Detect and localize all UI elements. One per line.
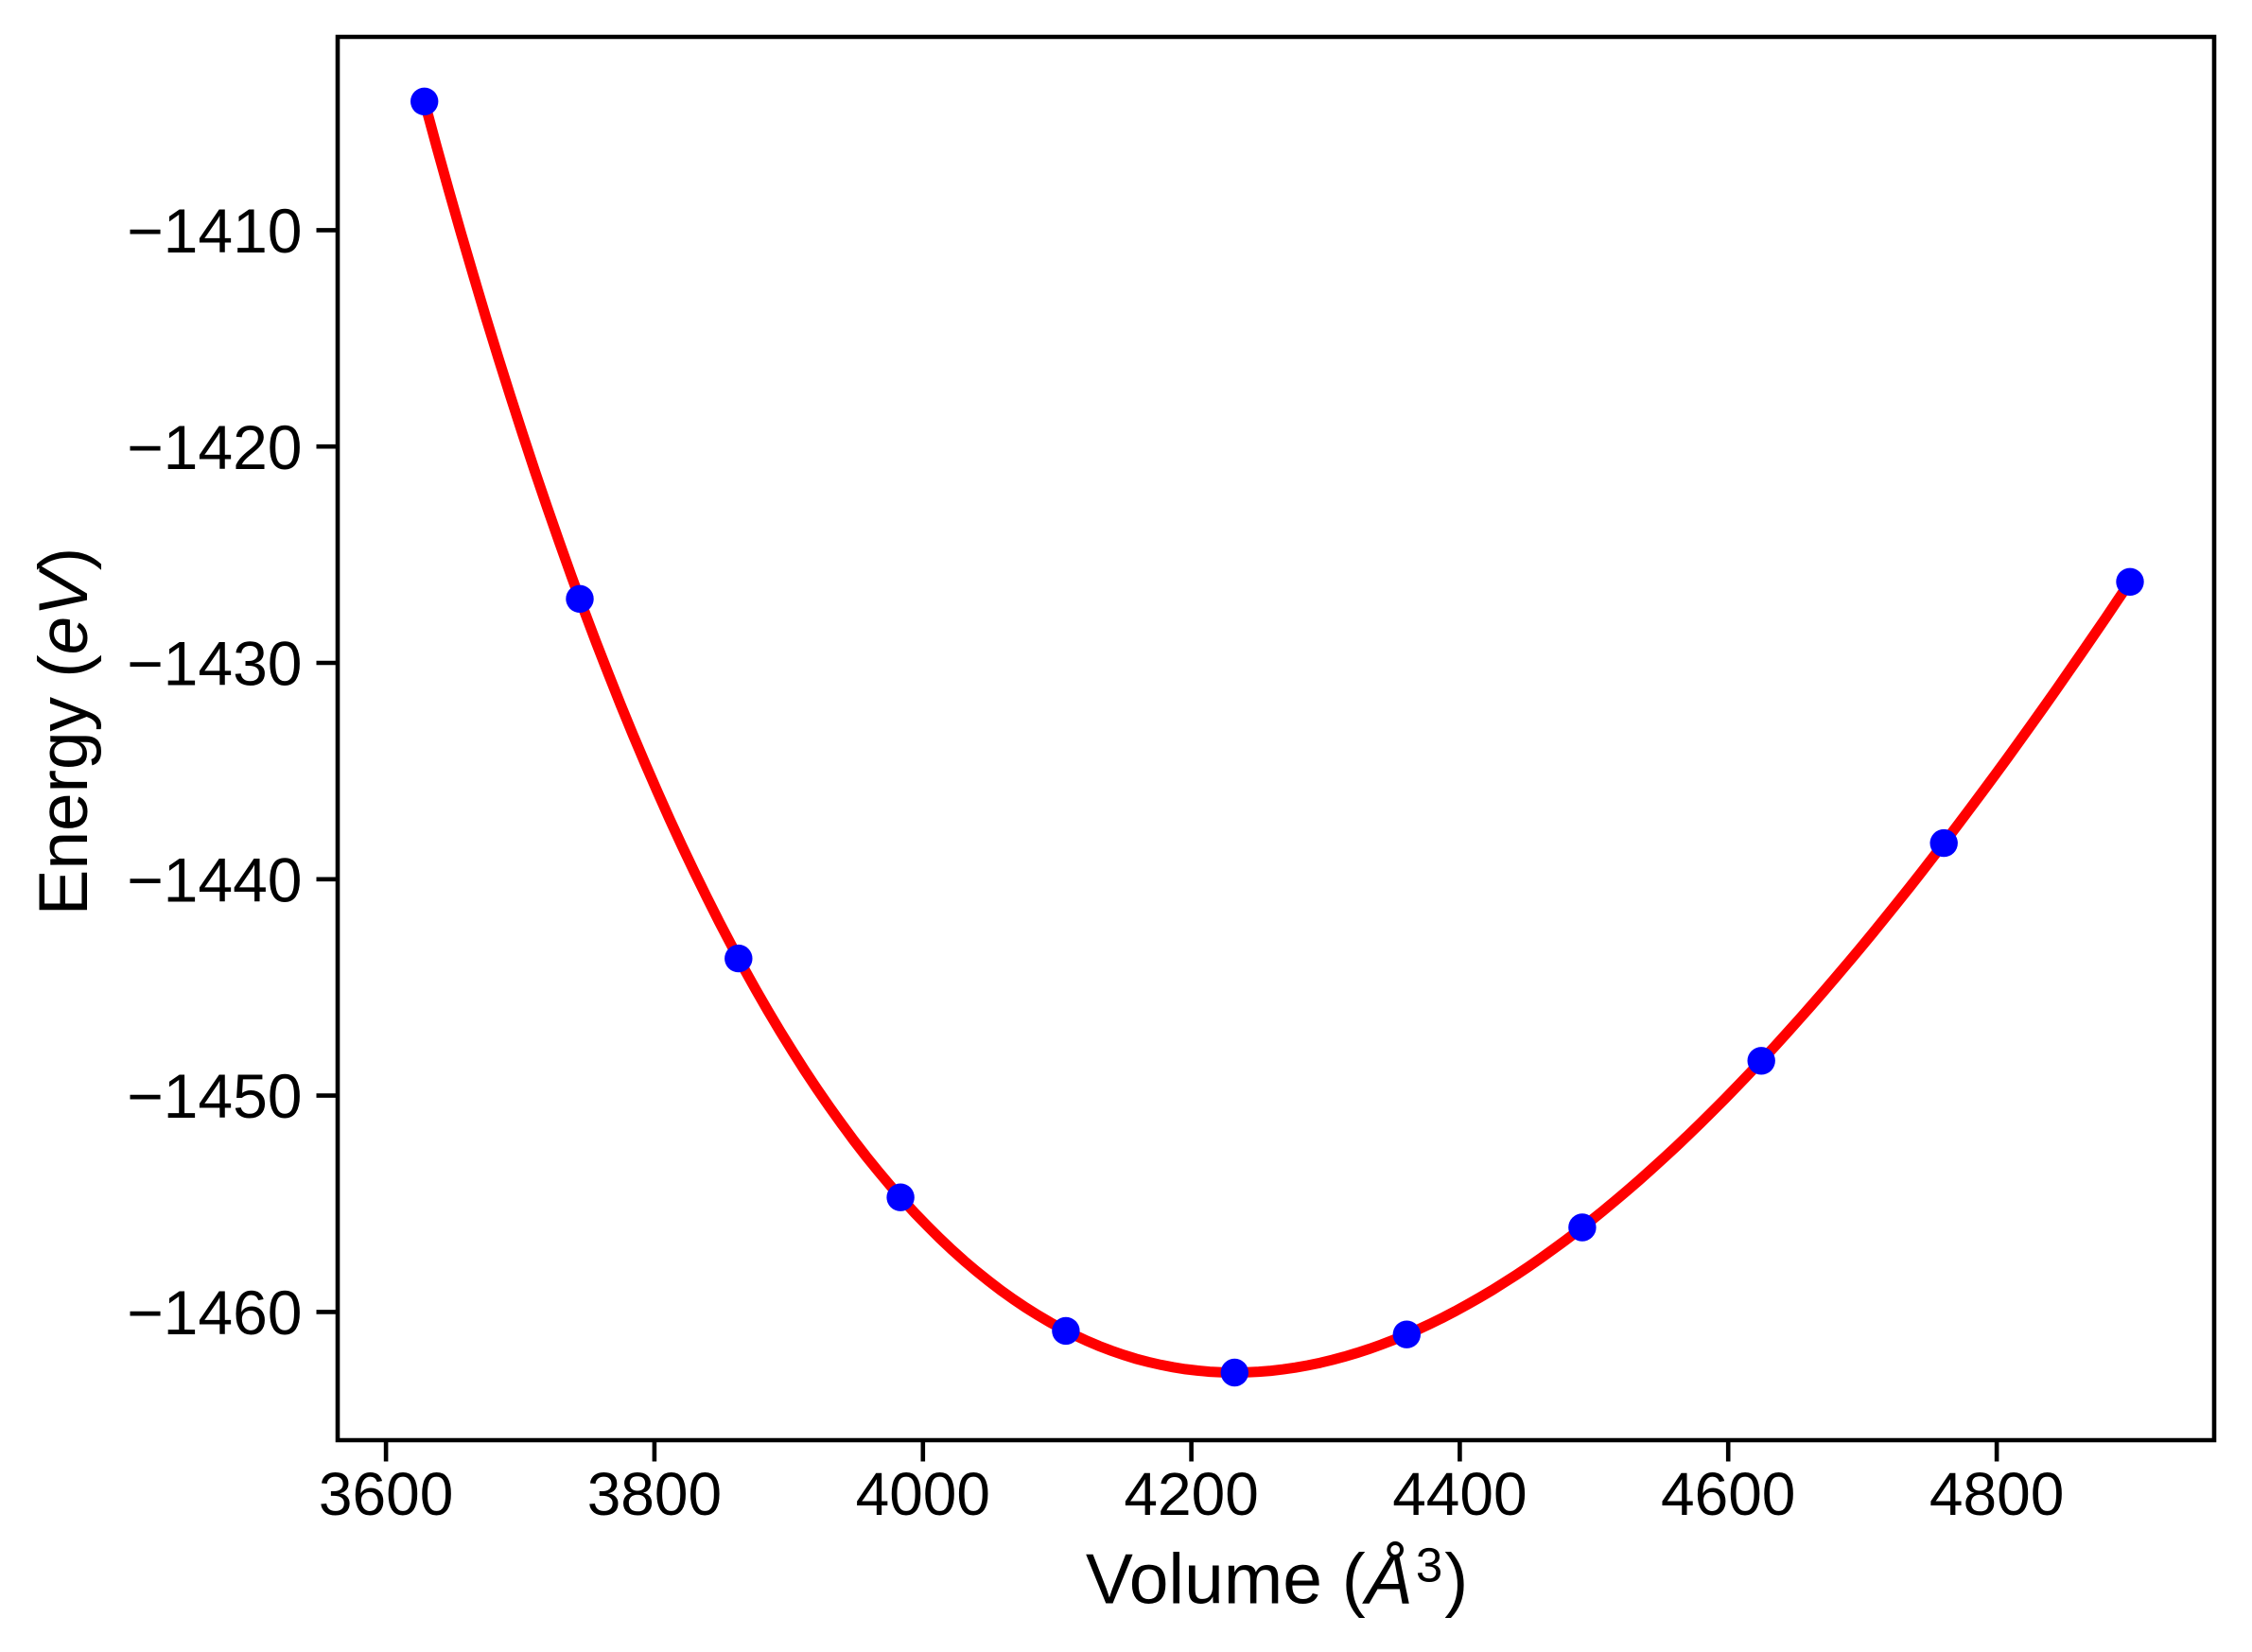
svg-text:−1430: −1430: [127, 629, 302, 699]
svg-text:4000: 4000: [856, 1460, 990, 1528]
svg-text:4800: 4800: [1929, 1460, 2064, 1528]
svg-text:−1440: −1440: [127, 844, 302, 914]
svg-text:−1420: −1420: [127, 412, 302, 482]
svg-text:−1410: −1410: [127, 196, 302, 266]
svg-text:3600: 3600: [319, 1460, 453, 1528]
svg-text:4200: 4200: [1124, 1460, 1258, 1528]
svg-text:Energy (eV): Energy (eV): [26, 548, 102, 916]
svg-text:−1460: −1460: [127, 1278, 302, 1348]
svg-text:−1450: −1450: [127, 1061, 302, 1131]
svg-text:4400: 4400: [1392, 1460, 1527, 1528]
svg-text:4600: 4600: [1661, 1460, 1795, 1528]
svg-text:3800: 3800: [587, 1460, 722, 1528]
svg-text:Volume (Å3): Volume (Å3): [1086, 1539, 1468, 1619]
